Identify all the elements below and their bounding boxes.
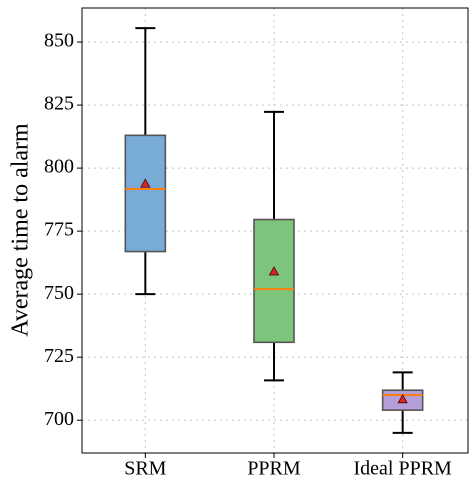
- y-tick-label: 725: [44, 345, 74, 367]
- y-tick-label: 775: [44, 219, 74, 241]
- y-tick-label: 750: [44, 282, 74, 304]
- box: [253, 218, 295, 344]
- x-tick-label: Ideal PPRM: [353, 458, 452, 480]
- y-tick-label: 825: [44, 93, 74, 115]
- y-tick-label: 850: [44, 30, 74, 52]
- box: [124, 134, 167, 253]
- y-axis-label: Average time to alarm: [8, 123, 34, 337]
- x-tick-label: SRM: [124, 458, 166, 480]
- mean-marker: [397, 393, 408, 404]
- mean-marker: [140, 178, 151, 188]
- y-tick-label: 800: [44, 156, 74, 178]
- y-tick-label: 700: [44, 408, 74, 430]
- plot-frame: [81, 7, 469, 454]
- x-tick-label: PPRM: [247, 458, 301, 480]
- mean-marker: [268, 266, 280, 276]
